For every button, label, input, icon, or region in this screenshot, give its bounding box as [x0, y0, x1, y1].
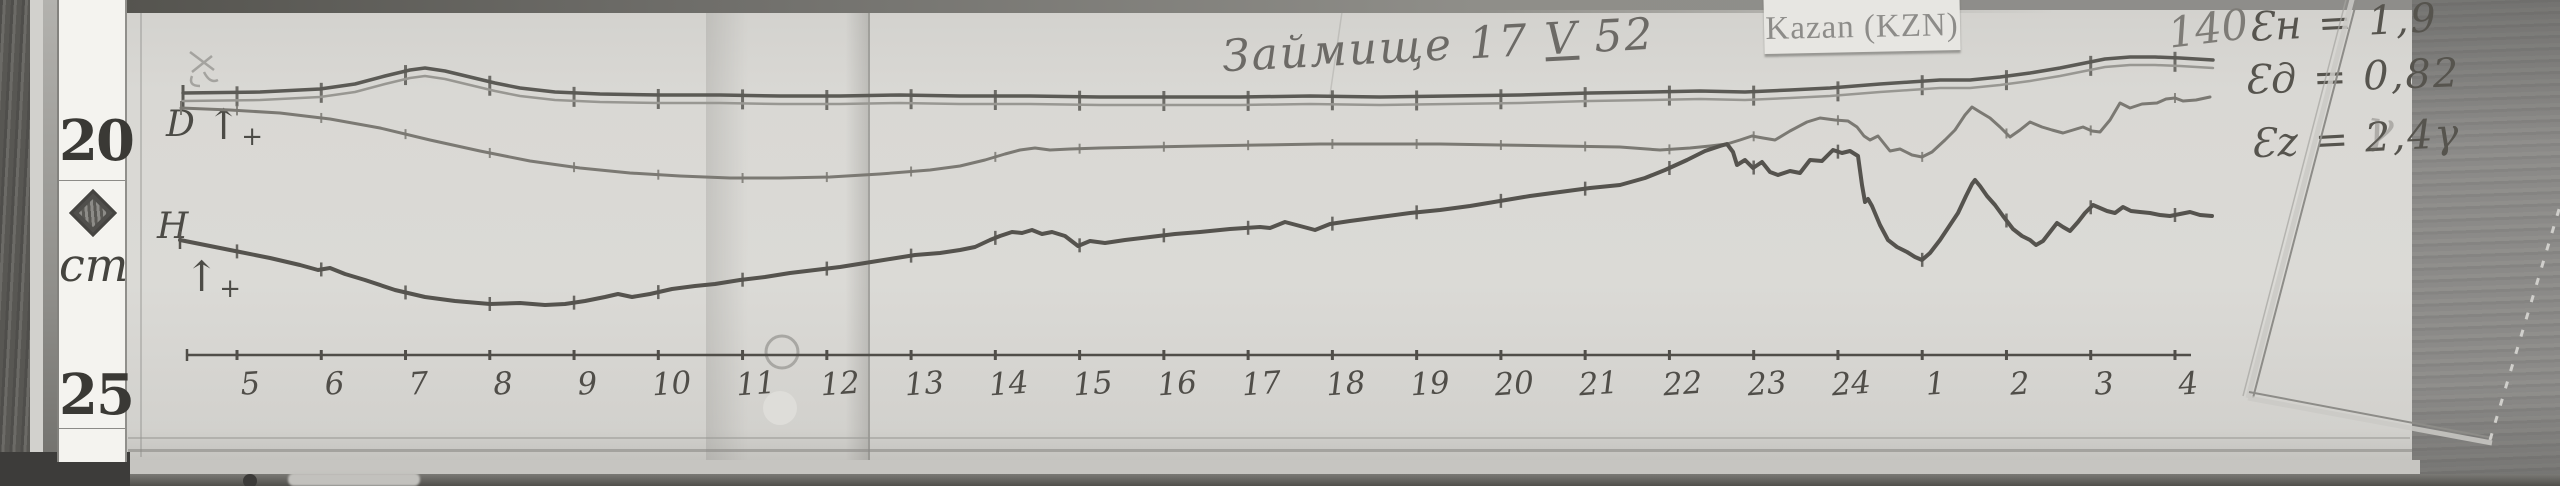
table-bottom-shadow: [0, 474, 2560, 486]
ruler-label-20: 20: [59, 108, 135, 174]
tape-band: [706, 10, 870, 462]
trace-label-H: H: [157, 206, 189, 247]
paper-bottom-crease: [128, 437, 2410, 439]
ruler-separator-bottom: [59, 428, 125, 429]
table-surface-left: [0, 0, 30, 486]
ruler-separator: [59, 180, 125, 181]
trace-label-D: D: [166, 104, 195, 145]
ruler-strip: 20 cm 25: [57, 0, 135, 462]
station-label-sticker: Kazan (KZN): [1763, 0, 1961, 55]
time-arrow-h-icon: ↑+: [184, 252, 241, 304]
ruler-label-25: 25: [59, 362, 135, 428]
title-year: 52: [1577, 8, 1656, 64]
scale-note-140: 140: [2165, 0, 2251, 58]
paper-bottom-edge: [128, 449, 2412, 452]
epsilon-d-value: Ɛд = 0,82: [2243, 50, 2462, 104]
album-top-strip: [126, 0, 2056, 13]
album-edge-dark: [43, 0, 57, 486]
time-arrow-d-icon: ↑+: [206, 100, 263, 152]
station-label: Kazan (KZN): [1765, 6, 1960, 48]
album-edge-light: [30, 0, 43, 486]
bottom-highlight: [288, 473, 420, 486]
ruler-unit-label: cm: [59, 238, 129, 292]
title-month: V: [1543, 12, 1580, 66]
album-bottom-strip: [120, 460, 2420, 477]
diamond-icon: [68, 188, 118, 238]
paper-left-margin: [140, 12, 142, 457]
